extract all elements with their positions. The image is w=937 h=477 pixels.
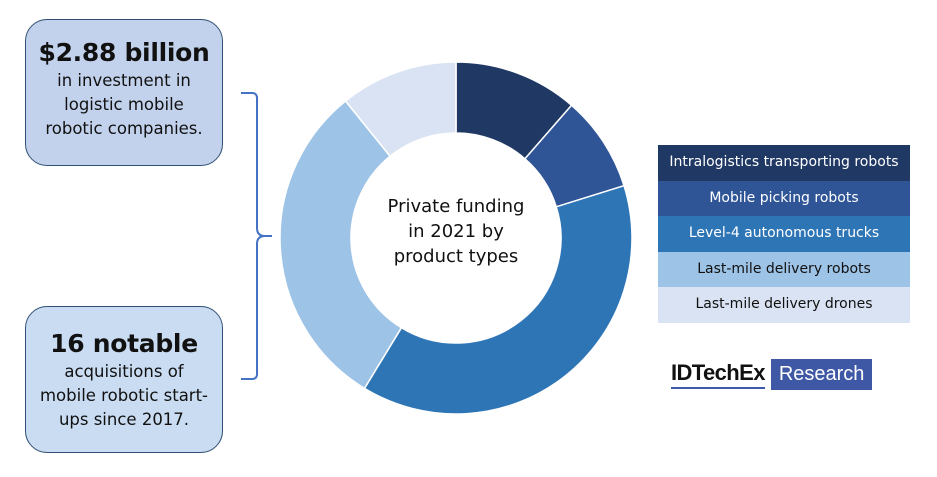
idtechex-logo: IDTechEx Research	[671, 358, 873, 390]
center-label-line-1: Private funding	[387, 196, 525, 217]
acquisitions-line-1: acquisitions of	[64, 362, 184, 381]
investment-line-1: in investment in	[57, 71, 191, 90]
investment-stat-box: $2.88 billion in investment in logistic …	[25, 19, 223, 166]
donut-slice-delivery-drones	[344, 61, 457, 158]
center-label-line-2: in 2021 by	[408, 221, 504, 242]
legend-item-mobile-picking: Mobile picking robots	[658, 180, 910, 216]
acquisitions-line-2: mobile robotic start-	[39, 386, 209, 405]
legend-item-delivery-robots: Last-mile delivery robots	[658, 251, 910, 287]
donut-chart	[279, 61, 633, 415]
legend-item-intralogistics: Intralogistics transporting robots	[658, 145, 910, 181]
investment-headline: $2.88 billion	[38, 38, 210, 67]
curly-brace-connector	[241, 92, 272, 380]
acquisitions-stat-box: 16 notable acquisitions of mobile roboti…	[25, 306, 223, 453]
acquisitions-line-3: ups since 2017.	[58, 410, 190, 429]
acquisitions-headline: 16 notable	[50, 329, 198, 358]
donut-slice-delivery-robots	[279, 99, 403, 390]
donut-slice-autonomous-trucks	[363, 184, 633, 415]
investment-line-3: robotic companies.	[45, 119, 203, 138]
investment-line-2: logistic mobile	[64, 95, 184, 114]
donut-center-label: Private funding in 2021 by product types	[356, 194, 556, 269]
chart-legend: Intralogistics transporting robots Mobil…	[658, 145, 910, 323]
logo-research-badge: Research	[770, 358, 873, 390]
legend-item-autonomous-trucks: Level-4 autonomous trucks	[658, 216, 910, 252]
center-label-line-3: product types	[393, 246, 519, 267]
logo-wordmark: IDTechEx	[671, 360, 765, 389]
legend-item-delivery-drones: Last-mile delivery drones	[658, 287, 910, 323]
